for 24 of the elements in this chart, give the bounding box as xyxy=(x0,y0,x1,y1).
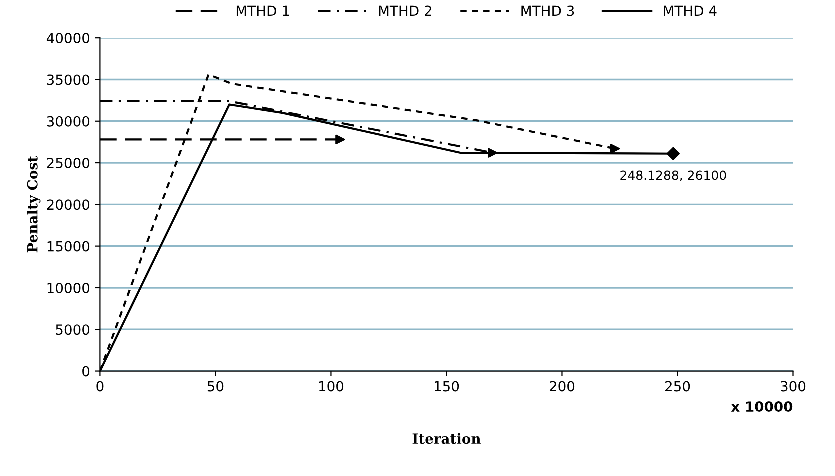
legend-label: MTHD 4 xyxy=(664,6,717,16)
x-axis-title: Iteration xyxy=(412,433,481,444)
text: x 10000 xyxy=(731,402,793,412)
y-tick-label: 35000 xyxy=(47,74,90,86)
x-tick-label: 200 xyxy=(550,381,575,392)
y-tick-label: 20000 xyxy=(47,200,90,210)
y-tick-label: 10000 xyxy=(48,282,90,294)
y-tick-label: 0 xyxy=(82,366,90,377)
annotation: 248.1288, 26100 xyxy=(620,170,726,182)
y-tick-label: 25000 xyxy=(47,158,90,169)
legend-label: MTHD 3 xyxy=(522,6,574,16)
y-axis-title: Penalty Cost xyxy=(27,156,41,253)
y-tick-label: 5000 xyxy=(56,324,90,336)
x-tick-label: 250 xyxy=(666,381,690,392)
x-tick-label: 50 xyxy=(208,381,224,392)
x-tick-label: 0 xyxy=(96,381,104,392)
y-tick-label: 15000 xyxy=(48,241,90,252)
legend-label: MTHD 1 xyxy=(236,6,290,16)
x-tick-label: 300 xyxy=(781,381,806,392)
legend-label: MTHD 2 xyxy=(379,6,432,16)
y-tick-label: 40000 xyxy=(46,33,90,44)
y-tick-label: 30000 xyxy=(47,116,90,127)
x-tick-label: 100 xyxy=(319,381,344,392)
x-tick-label: 150 xyxy=(434,381,460,392)
